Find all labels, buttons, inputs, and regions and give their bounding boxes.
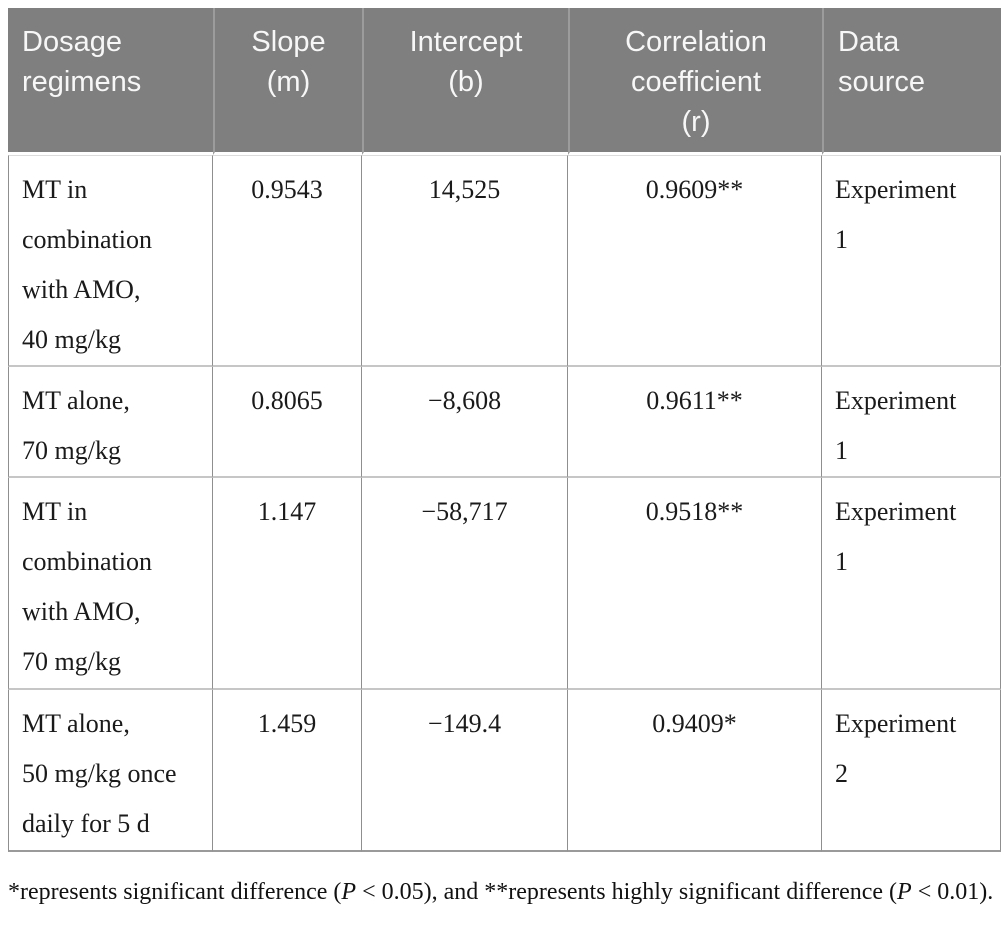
column-header-line: Dosage	[22, 26, 122, 58]
table-cell-line: daily for 5 d	[22, 809, 150, 838]
footnote-text: < 0.05), and **represents highly signifi…	[356, 879, 898, 905]
column-header-line: source	[838, 66, 926, 98]
table-cell-dosage-regimens: MT in combination with AMO, 40 mg/kg	[8, 155, 213, 367]
column-header-line: Slope	[251, 26, 326, 58]
table-cell-line: 1.459	[257, 709, 317, 738]
table-cell-slope: 1.147	[213, 478, 362, 690]
table-row: MT alone, 70 mg/kg 0.8065 −8,608 0.9611** Exp…	[8, 367, 1001, 478]
footnote-text: *represents significant difference (	[8, 879, 342, 905]
table-footnote: *represents significant difference (P < …	[8, 873, 1001, 912]
footnote-p-symbol: P	[897, 879, 912, 905]
table-cell-dosage-regimens: MT alone, 50 mg/kg once daily for 5 d	[8, 690, 213, 852]
table-cell-line: 0.9609**	[645, 175, 744, 204]
table-cell-line: with AMO,	[22, 275, 141, 304]
table-cell-line: 0.9409*	[652, 709, 737, 738]
table-cell-line: Experiment	[835, 709, 957, 738]
table-cell-line: MT alone,	[22, 386, 130, 415]
table-cell-line: 0.9543	[251, 175, 323, 204]
table-header-row: Dosage regimens Slope (m) Intercept (b) Correl…	[8, 8, 1001, 155]
table-cell-data-source: Experiment 1	[822, 155, 1001, 367]
column-header-line: (b)	[448, 66, 484, 98]
column-header-line: regimens	[22, 66, 142, 98]
table-cell-line: 14,525	[428, 175, 501, 204]
table-cell-line: −8,608	[427, 386, 502, 415]
table-cell-line: 1	[835, 225, 848, 254]
table-cell-slope: 1.459	[213, 690, 362, 852]
table-row: MT in combination with AMO, 70 mg/kg 1.147 −5…	[8, 478, 1001, 690]
column-header-line: Data	[838, 26, 900, 58]
table-cell-data-source: Experiment 1	[822, 367, 1001, 478]
table-cell-dosage-regimens: MT in combination with AMO, 70 mg/kg	[8, 478, 213, 690]
table-cell-line: 40 mg/kg	[22, 325, 121, 354]
table-cell-line: 70 mg/kg	[22, 436, 121, 465]
table-cell-dosage-regimens: MT alone, 70 mg/kg	[8, 367, 213, 478]
table-cell-line: with AMO,	[22, 597, 141, 626]
table-row: MT in combination with AMO, 40 mg/kg 0.9543 1…	[8, 155, 1001, 367]
table-cell-line: MT in	[22, 497, 88, 526]
table-cell-line: 1.147	[257, 497, 317, 526]
table-cell-data-source: Experiment 2	[822, 690, 1001, 852]
column-header-correlation-coefficient: Correlation coefficient (r)	[568, 8, 822, 155]
column-header-line: (r)	[681, 106, 711, 138]
table-cell-line: MT in	[22, 175, 88, 204]
table-cell-slope: 0.8065	[213, 367, 362, 478]
table-cell-line: 50 mg/kg once	[22, 759, 177, 788]
table-cell-intercept: −149.4	[362, 690, 568, 852]
footnote-container: *represents significant difference (P < …	[8, 860, 1001, 912]
table-cell-line: 0.9611**	[646, 386, 743, 415]
column-header-data-source: Data source	[822, 8, 1001, 155]
table-cell-line: MT alone,	[22, 709, 130, 738]
table-cell-correlation-coefficient: 0.9409*	[568, 690, 822, 852]
table-cell-line: −58,717	[421, 497, 508, 526]
table-cell-line: combination	[22, 225, 152, 254]
table-cell-correlation-coefficient: 0.9518**	[568, 478, 822, 690]
table-container: Dosage regimens Slope (m) Intercept (b) Correl…	[8, 8, 1001, 852]
table-cell-line: Experiment	[835, 175, 957, 204]
footnote-text: < 0.01).	[911, 879, 994, 905]
column-header-line: Intercept	[409, 26, 523, 58]
column-header-line: (m)	[266, 66, 311, 98]
table-cell-slope: 0.9543	[213, 155, 362, 367]
column-header-dosage-regimens: Dosage regimens	[8, 8, 213, 155]
table-cell-intercept: −58,717	[362, 478, 568, 690]
column-header-intercept: Intercept (b)	[362, 8, 568, 155]
footnote-p-symbol: P	[341, 879, 357, 905]
table-cell-line: combination	[22, 547, 152, 576]
table-cell-data-source: Experiment 1	[822, 478, 1001, 690]
table-cell-line: Experiment	[835, 386, 957, 415]
regression-parameters-table: Dosage regimens Slope (m) Intercept (b) Correl…	[8, 8, 1001, 852]
table-cell-line: 70 mg/kg	[22, 647, 121, 676]
table-cell-line: 1	[835, 547, 848, 576]
table-cell-line: 0.8065	[251, 386, 323, 415]
column-header-slope: Slope (m)	[213, 8, 362, 155]
table-cell-line: Experiment	[835, 497, 957, 526]
column-header-line: coefficient	[630, 66, 762, 98]
table-cell-line: 1	[835, 436, 848, 465]
table-cell-intercept: −8,608	[362, 367, 568, 478]
table-cell-correlation-coefficient: 0.9611**	[568, 367, 822, 478]
table-row: MT alone, 50 mg/kg once daily for 5 d 1.459…	[8, 690, 1001, 852]
table-cell-intercept: 14,525	[362, 155, 568, 367]
table-body: MT in combination with AMO, 40 mg/kg 0.9543 1…	[8, 155, 1001, 852]
table-cell-line: 0.9518**	[645, 497, 744, 526]
table-cell-correlation-coefficient: 0.9609**	[568, 155, 822, 367]
table-header: Dosage regimens Slope (m) Intercept (b) Correl…	[8, 8, 1001, 155]
table-cell-line: 2	[835, 759, 848, 788]
table-cell-line: −149.4	[427, 709, 502, 738]
column-header-line: Correlation	[625, 26, 767, 58]
